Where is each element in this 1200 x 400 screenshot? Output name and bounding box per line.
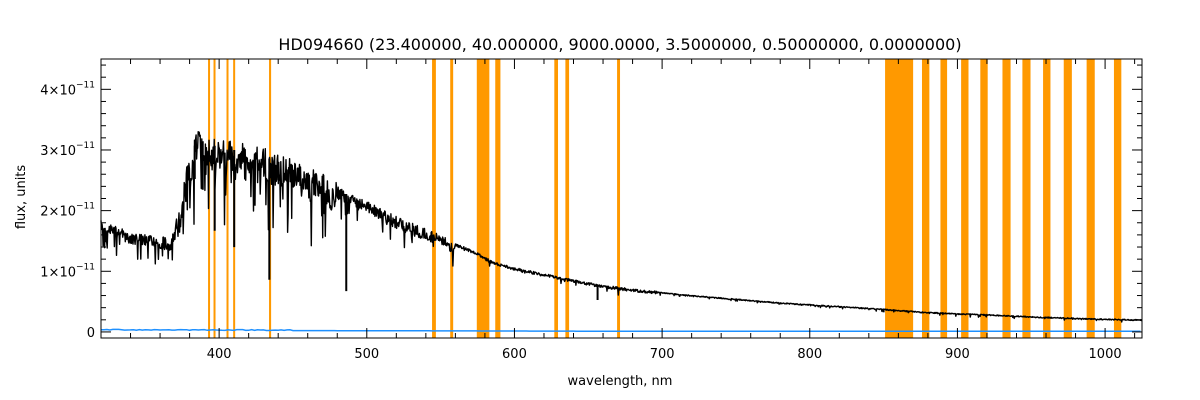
masked-region <box>226 59 229 338</box>
x-tick-label: 800 <box>797 347 822 362</box>
masked-region <box>961 59 969 338</box>
masked-region <box>1043 59 1051 338</box>
masked-region <box>1022 59 1031 338</box>
x-tick-label: 500 <box>354 347 379 362</box>
y-axis-label: flux, units <box>14 165 29 230</box>
masked-region <box>495 59 501 338</box>
masked-region <box>554 59 559 338</box>
x-axis-label: wavelength, nm <box>568 374 673 389</box>
chart-title: HD094660 (23.400000, 40.000000, 9000.000… <box>278 35 961 54</box>
masked-region <box>940 59 948 338</box>
masked-region <box>980 59 988 338</box>
absorption-lines <box>193 141 885 313</box>
series-layer <box>100 131 1143 333</box>
y-tick-label: 3×10−11 <box>40 141 95 159</box>
masked-region <box>1086 59 1095 338</box>
x-tick-label: 900 <box>945 347 970 362</box>
masked-region <box>1002 59 1011 338</box>
y-tick-label: 1×10−11 <box>40 262 95 280</box>
flux-series-line <box>100 131 1143 323</box>
masked-region <box>885 59 914 338</box>
x-tick-label: 1000 <box>1089 347 1122 362</box>
masked-region <box>921 59 930 338</box>
masked-region <box>1113 59 1122 338</box>
x-axis: 400 500 600 700 800 900 1000 <box>100 59 1136 362</box>
masked-regions <box>208 59 1122 338</box>
x-tick-label: 700 <box>650 347 675 362</box>
x-tick-label: 600 <box>502 347 527 362</box>
masked-region <box>1063 59 1072 338</box>
masked-region <box>565 59 570 338</box>
masked-region <box>450 59 454 338</box>
y-tick-label: 4×10−11 <box>40 80 95 98</box>
masked-region <box>617 59 621 338</box>
y-tick-label: 2×10−11 <box>40 202 95 220</box>
error-series-line <box>100 328 1141 333</box>
masked-region <box>476 59 490 338</box>
y-tick-label: 0 <box>87 326 95 341</box>
y-axis: 0 1×10−11 2×10−11 3×10−11 4×10−11 <box>40 64 1142 341</box>
masked-region <box>432 59 436 338</box>
x-tick-label: 400 <box>207 347 232 362</box>
